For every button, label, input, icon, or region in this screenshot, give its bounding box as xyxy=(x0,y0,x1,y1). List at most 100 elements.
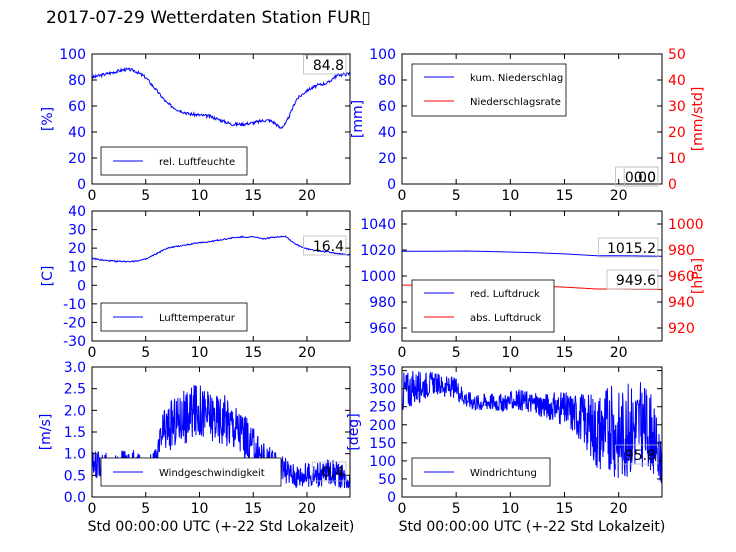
x-tick-label: 5 xyxy=(141,501,150,517)
y-tick-label: 80 xyxy=(378,73,396,89)
x-tick-label: 15 xyxy=(244,501,262,517)
x-tick-label: 10 xyxy=(191,501,209,517)
x-tick-label: 20 xyxy=(610,501,628,517)
y-tick-label: 10 xyxy=(68,260,86,276)
y-axis-label: [m/s] xyxy=(38,414,54,451)
axes-frame xyxy=(91,210,351,342)
y-tick-label: 100 xyxy=(59,47,86,63)
legend-label: Windgeschwindigkeit xyxy=(159,468,265,479)
current-value: 95.8 xyxy=(625,448,656,464)
x-tick-label: 20 xyxy=(610,188,628,204)
y2-axis-label: [hPa] xyxy=(690,258,706,294)
series-line-1 xyxy=(402,370,662,484)
axes-frame xyxy=(401,366,663,498)
y-tick-label: 1.5 xyxy=(64,425,86,441)
legend: Windrichtung xyxy=(411,457,551,487)
legend: kum. Niederschlag Niederschlagsrate xyxy=(411,63,567,117)
y-tick-label: 20 xyxy=(68,241,86,257)
current-value-box xyxy=(598,237,659,258)
series-line-1 xyxy=(92,235,350,263)
y-tick-label: 0 xyxy=(77,278,86,294)
x-tick-label: 15 xyxy=(556,188,574,204)
y-tick-label: 40 xyxy=(378,125,396,141)
legend: rel. Luftfeuchte xyxy=(100,146,248,176)
precipitation-panel: 0 5 10 15 20 0 20 40 60 80 100 [mm] 0 10 20 30 40 50 [mm/s… xyxy=(350,47,706,204)
figure-title: 2017-07-29 Wetterdaten Station FUR▯ xyxy=(46,8,371,28)
legend-label: Niederschlagsrate xyxy=(470,97,561,108)
y-tick-label: 0 xyxy=(77,177,86,193)
y2-axis-label: [mm/std] xyxy=(690,87,706,152)
y-tick-label: 80 xyxy=(68,73,86,89)
x-tick-label: 20 xyxy=(298,501,316,517)
y-tick-label: 200 xyxy=(369,418,396,434)
y-tick-label: -10 xyxy=(63,297,86,313)
current-value-2: 0.0 xyxy=(634,170,656,186)
y2-tick-label: 30 xyxy=(668,99,686,115)
current-value-2-box xyxy=(623,166,659,187)
legend-label: Lufttemperatur xyxy=(159,313,236,324)
x-tick-label: 20 xyxy=(298,188,316,204)
current-value-box xyxy=(311,461,347,482)
legend-label: Windrichtung xyxy=(470,468,537,479)
current-value: 16.4 xyxy=(313,239,344,255)
pressure-panel: 0 5 10 15 20 960 980 1000 1020 1040 920 940 960 980 10… xyxy=(360,210,706,361)
y-tick-label: 20 xyxy=(68,151,86,167)
y-axis-label: [deg] xyxy=(346,413,362,450)
y2-tick-label: 920 xyxy=(668,321,695,337)
y2-tick-label: 1000 xyxy=(668,217,704,233)
x-tick-label: 0 xyxy=(398,501,407,517)
y-axis-label: [%] xyxy=(40,107,56,131)
x-tick-label: 10 xyxy=(501,345,519,361)
current-value: 0.00 xyxy=(625,170,656,186)
y-tick-label: 350 xyxy=(369,364,396,380)
axes-frame xyxy=(91,53,351,185)
series-line-1 xyxy=(92,67,350,130)
x-tick-label: 15 xyxy=(244,345,262,361)
y-tick-label: 40 xyxy=(68,204,86,220)
y-tick-label: 2.5 xyxy=(64,382,86,398)
y-tick-label: -20 xyxy=(63,315,86,331)
y-axis-label: [mm] xyxy=(350,100,366,138)
y-tick-label: 50 xyxy=(378,472,396,488)
y-tick-label: 100 xyxy=(369,47,396,63)
y-tick-label: 150 xyxy=(369,436,396,452)
y-tick-label: 300 xyxy=(369,382,396,398)
y-tick-label: 1040 xyxy=(360,217,396,233)
x-axis-label-1: Std 00:00:00 UTC (+-22 Std Lokalzeit) xyxy=(88,519,355,535)
y-tick-label: 980 xyxy=(369,295,396,311)
y-tick-label: 2.0 xyxy=(64,403,86,419)
y2-tick-label: 980 xyxy=(668,243,695,259)
x-tick-label: 15 xyxy=(556,345,574,361)
x-tick-label: 0 xyxy=(398,188,407,204)
y-tick-label: -30 xyxy=(63,334,86,350)
current-value-box xyxy=(615,444,659,465)
x-axis-label-2: Std 00:00:00 UTC (+-22 Std Lokalzeit) xyxy=(399,519,666,535)
y-tick-label: 0.5 xyxy=(64,468,86,484)
y2-tick-label: 960 xyxy=(668,269,695,285)
current-value-2: 949.6 xyxy=(616,273,656,289)
x-tick-label: 10 xyxy=(501,501,519,517)
humidity-panel: 0 5 10 15 20 0 20 40 60 80 100 [%] rel. Luftfeuchte 8… xyxy=(40,47,351,204)
windspeed-panel: 0 5 10 15 20 0.0 0.5 1.0 1.5 2.0 2.5 3.0 [m/s] Windge… xyxy=(38,360,351,517)
y-tick-label: 100 xyxy=(369,454,396,470)
legend-box xyxy=(411,63,567,117)
series-line-1 xyxy=(402,250,662,257)
x-tick-label: 5 xyxy=(452,188,461,204)
temperature-panel: 0 5 10 15 20 -30 -20 -10 0 10 20 30 40 [C] Lufttempera… xyxy=(40,204,351,361)
y-tick-label: 1.0 xyxy=(64,447,86,463)
y2-tick-label: 0 xyxy=(668,177,677,193)
legend-label: abs. Luftdruck xyxy=(470,313,541,324)
y-tick-label: 3.0 xyxy=(64,360,86,376)
x-tick-label: 10 xyxy=(191,345,209,361)
legend: Lufttemperatur xyxy=(100,302,248,332)
x-tick-label: 0 xyxy=(88,501,97,517)
y-axis-label: [C] xyxy=(40,266,56,287)
winddirection-panel: 0 5 10 15 20050100150200250300350[deg]Windri… xyxy=(346,364,663,517)
y2-tick-label: 40 xyxy=(668,73,686,89)
axes-frame xyxy=(401,53,663,185)
legend-label: red. Luftdruck xyxy=(470,289,540,300)
x-tick-label: 0 xyxy=(88,188,97,204)
x-tick-label: 10 xyxy=(191,188,209,204)
y-tick-label: 1020 xyxy=(360,243,396,259)
